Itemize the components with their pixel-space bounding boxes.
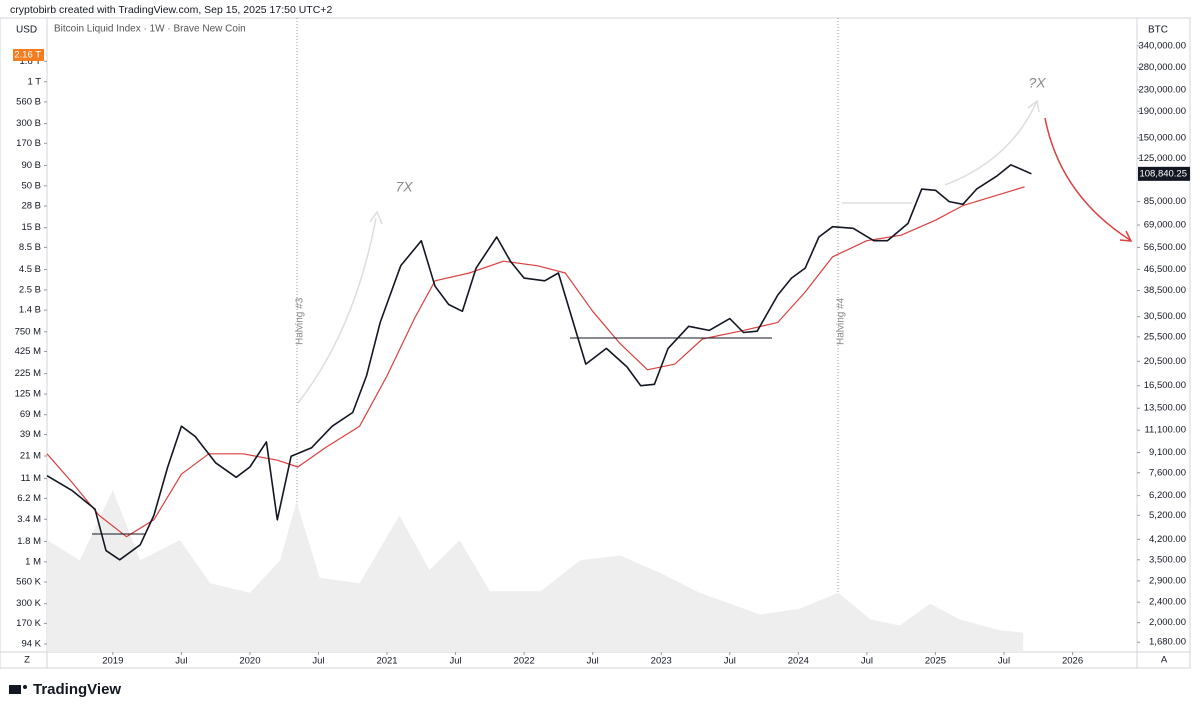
x-tick-label: 2024	[788, 656, 809, 667]
x-tick-label: 2026	[1062, 656, 1083, 667]
corner-left[interactable]: Z	[24, 655, 30, 666]
y-tick-label: 38,500.00	[1144, 285, 1186, 296]
y-tick-label: 340,000.00	[1138, 40, 1186, 51]
y-tick-label: 11,100.00	[1144, 425, 1186, 436]
y-tick-label: 20,500.00	[1144, 356, 1186, 367]
y-tick-label: 280,000.00	[1138, 62, 1186, 73]
y2-tick-label: 300 K	[16, 598, 41, 609]
y2-tick-label: 225 M	[15, 368, 41, 379]
x-tick-label: Jul	[998, 656, 1010, 667]
y-tick-label: 56,500.00	[1144, 242, 1186, 253]
x-tick-label: 2023	[651, 656, 672, 667]
y-tick-label: 2,900.00	[1149, 575, 1186, 586]
ma-line	[46, 186, 1025, 538]
annotation: Halving #4	[836, 297, 847, 345]
y-tick-label: 16,500.00	[1144, 380, 1186, 391]
last-price-badge	[1138, 166, 1190, 181]
chart-title: Bitcoin Liquid Index · 1W · Brave New Co…	[54, 24, 246, 35]
arrow-head	[1119, 230, 1133, 242]
y2-tick-label: 300 B	[16, 118, 41, 129]
price-line	[46, 164, 1032, 561]
x-tick-label: 2025	[925, 656, 946, 667]
y2-tick-label: 170 B	[16, 138, 41, 149]
x-tick-label: Jul	[312, 656, 324, 667]
y-tick-label: 9,100.00	[1149, 447, 1186, 458]
y2-tick-label: 21 M	[20, 451, 41, 462]
x-tick-label: Jul	[861, 656, 873, 667]
y2-tick-label: 2.5 B	[19, 284, 41, 295]
y2-tick-label: 15 B	[21, 222, 41, 233]
x-tick-label: 2020	[239, 656, 260, 667]
header: cryptobirb created with TradingView.com,…	[10, 4, 332, 16]
y-tick-label: 69,000.00	[1144, 220, 1186, 231]
y2-tick-label: 39 M	[20, 429, 41, 440]
y2-tick-label: 560 B	[16, 96, 41, 107]
y2-tick-label: 560 K	[16, 577, 41, 588]
y-tick-label: 150,000.00	[1138, 132, 1186, 143]
volume-area	[47, 490, 1024, 652]
y2-last-badge	[13, 48, 44, 61]
last-price-label: 108,840.25	[1139, 168, 1187, 179]
y2-tick-label: 94 K	[21, 639, 41, 650]
arrow	[944, 102, 1037, 186]
y-tick-label: 125,000.00	[1138, 153, 1186, 164]
y2-tick-label: 69 M	[20, 409, 41, 420]
y-tick-label: 6,200.00	[1149, 490, 1186, 501]
y2-tick-label: 4.5 B	[19, 264, 41, 275]
y2-tick-label: 1.4 B	[19, 305, 41, 316]
arrow-head	[369, 210, 383, 225]
x-tick-label: Jul	[724, 656, 736, 667]
annotation: Halving #3	[295, 297, 306, 345]
x-tick-label: 2019	[102, 656, 123, 667]
right-unit: BTC	[1148, 25, 1168, 36]
y2-tick-label: 3.4 M	[17, 514, 41, 525]
y2-tick-label: 425 M	[15, 346, 41, 357]
x-tick-label: 2022	[514, 656, 535, 667]
x-tick-label: 2021	[376, 656, 397, 667]
y-tick-label: 2,400.00	[1149, 597, 1186, 608]
y2-tick-label: 90 B	[21, 160, 41, 171]
corner-right[interactable]: A	[1161, 655, 1168, 666]
y2-last-label: 2.16 T	[14, 49, 41, 60]
y2-tick-label: 8.5 B	[19, 242, 41, 253]
y-tick-label: 4,200.00	[1149, 534, 1186, 545]
arrow-head	[1027, 99, 1040, 113]
y-tick-label: 2,000.00	[1149, 617, 1186, 628]
y2-tick-label: 125 M	[15, 389, 41, 400]
annotation: ?X	[1028, 75, 1046, 91]
y-tick-label: 5,200.00	[1149, 510, 1186, 521]
arrow	[297, 217, 377, 404]
y-tick-label: 230,000.00	[1138, 84, 1186, 95]
y2-tick-label: 1 T	[27, 76, 41, 87]
logo	[9, 685, 27, 694]
arrow	[1044, 117, 1131, 241]
y2-tick-label: 28 B	[21, 201, 41, 212]
y2-tick-label: 750 M	[15, 326, 41, 337]
y-tick-label: 3,500.00	[1149, 554, 1186, 565]
y2-tick-label: 6.2 M	[17, 493, 41, 504]
y2-tick-label: 1.8 M	[17, 536, 41, 547]
y2-tick-label: 1 M	[25, 556, 41, 567]
frame	[0, 17, 1191, 669]
y-tick-label: 46,500.00	[1144, 264, 1186, 275]
y-tick-label: 190,000.00	[1138, 106, 1186, 117]
y2-tick-label: 11 M	[21, 473, 42, 484]
x-tick-label: Jul	[587, 656, 599, 667]
x-tick-label: Jul	[450, 656, 462, 667]
y-tick-label: 13,500.00	[1144, 403, 1186, 414]
y2-tick-label: 170 K	[16, 618, 41, 629]
y-tick-label: 30,500.00	[1144, 311, 1186, 322]
x-tick-label: Jul	[175, 656, 187, 667]
annotation: 7X	[395, 179, 413, 195]
y-tick-label: 7,600.00	[1149, 467, 1186, 478]
y-tick-label: 85,000.00	[1144, 196, 1186, 207]
brand: TradingView	[33, 681, 121, 698]
y-tick-label: 1,680.00	[1149, 637, 1186, 648]
left-unit: USD	[16, 25, 37, 36]
y2-tick-label: 50 B	[21, 180, 41, 191]
y2-tick-label: 1.8 T	[20, 56, 42, 67]
y-tick-label: 25,500.00	[1144, 331, 1186, 342]
